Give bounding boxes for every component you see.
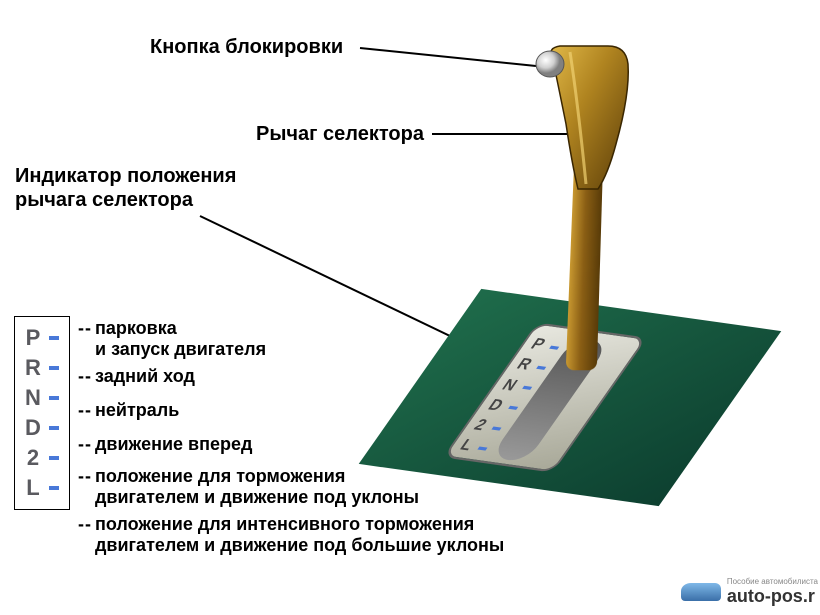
desc-P: парковкаи запуск двигателя (95, 318, 266, 359)
watermark-main: auto-pos.r (727, 586, 818, 607)
watermark: Пособие автомобилиста auto-pos.r (681, 577, 818, 607)
watermark-small: Пособие автомобилиста (727, 577, 818, 586)
desc-2: положение для торможениядвигателем и дви… (95, 466, 419, 507)
legend-box: P R N D 2 L (14, 316, 70, 510)
desc-L: положение для интенсивного торможениядви… (95, 514, 504, 555)
label-selector-lever: Рычаг селектора (256, 122, 424, 146)
legend-row: 2 (21, 443, 63, 473)
desc-R: задний ход (95, 366, 195, 387)
label-indicator-2: рычага селектора (15, 188, 193, 212)
label-indicator-1: Индикатор положения (15, 164, 236, 188)
legend-row: D (21, 413, 63, 443)
description-list: - - парковкаи запуск двигателя - - задни… (78, 318, 504, 562)
legend-row: N (21, 383, 63, 413)
desc-D: движение вперед (95, 434, 252, 455)
legend-row: R (21, 353, 63, 383)
lever-shaft (566, 166, 603, 370)
legend-row: P (21, 323, 63, 353)
legend-row: L (21, 473, 63, 503)
desc-N: нейтраль (95, 400, 179, 421)
label-lock-button: Кнопка блокировки (150, 35, 343, 59)
car-icon (681, 583, 721, 601)
lever-knob (530, 44, 640, 194)
